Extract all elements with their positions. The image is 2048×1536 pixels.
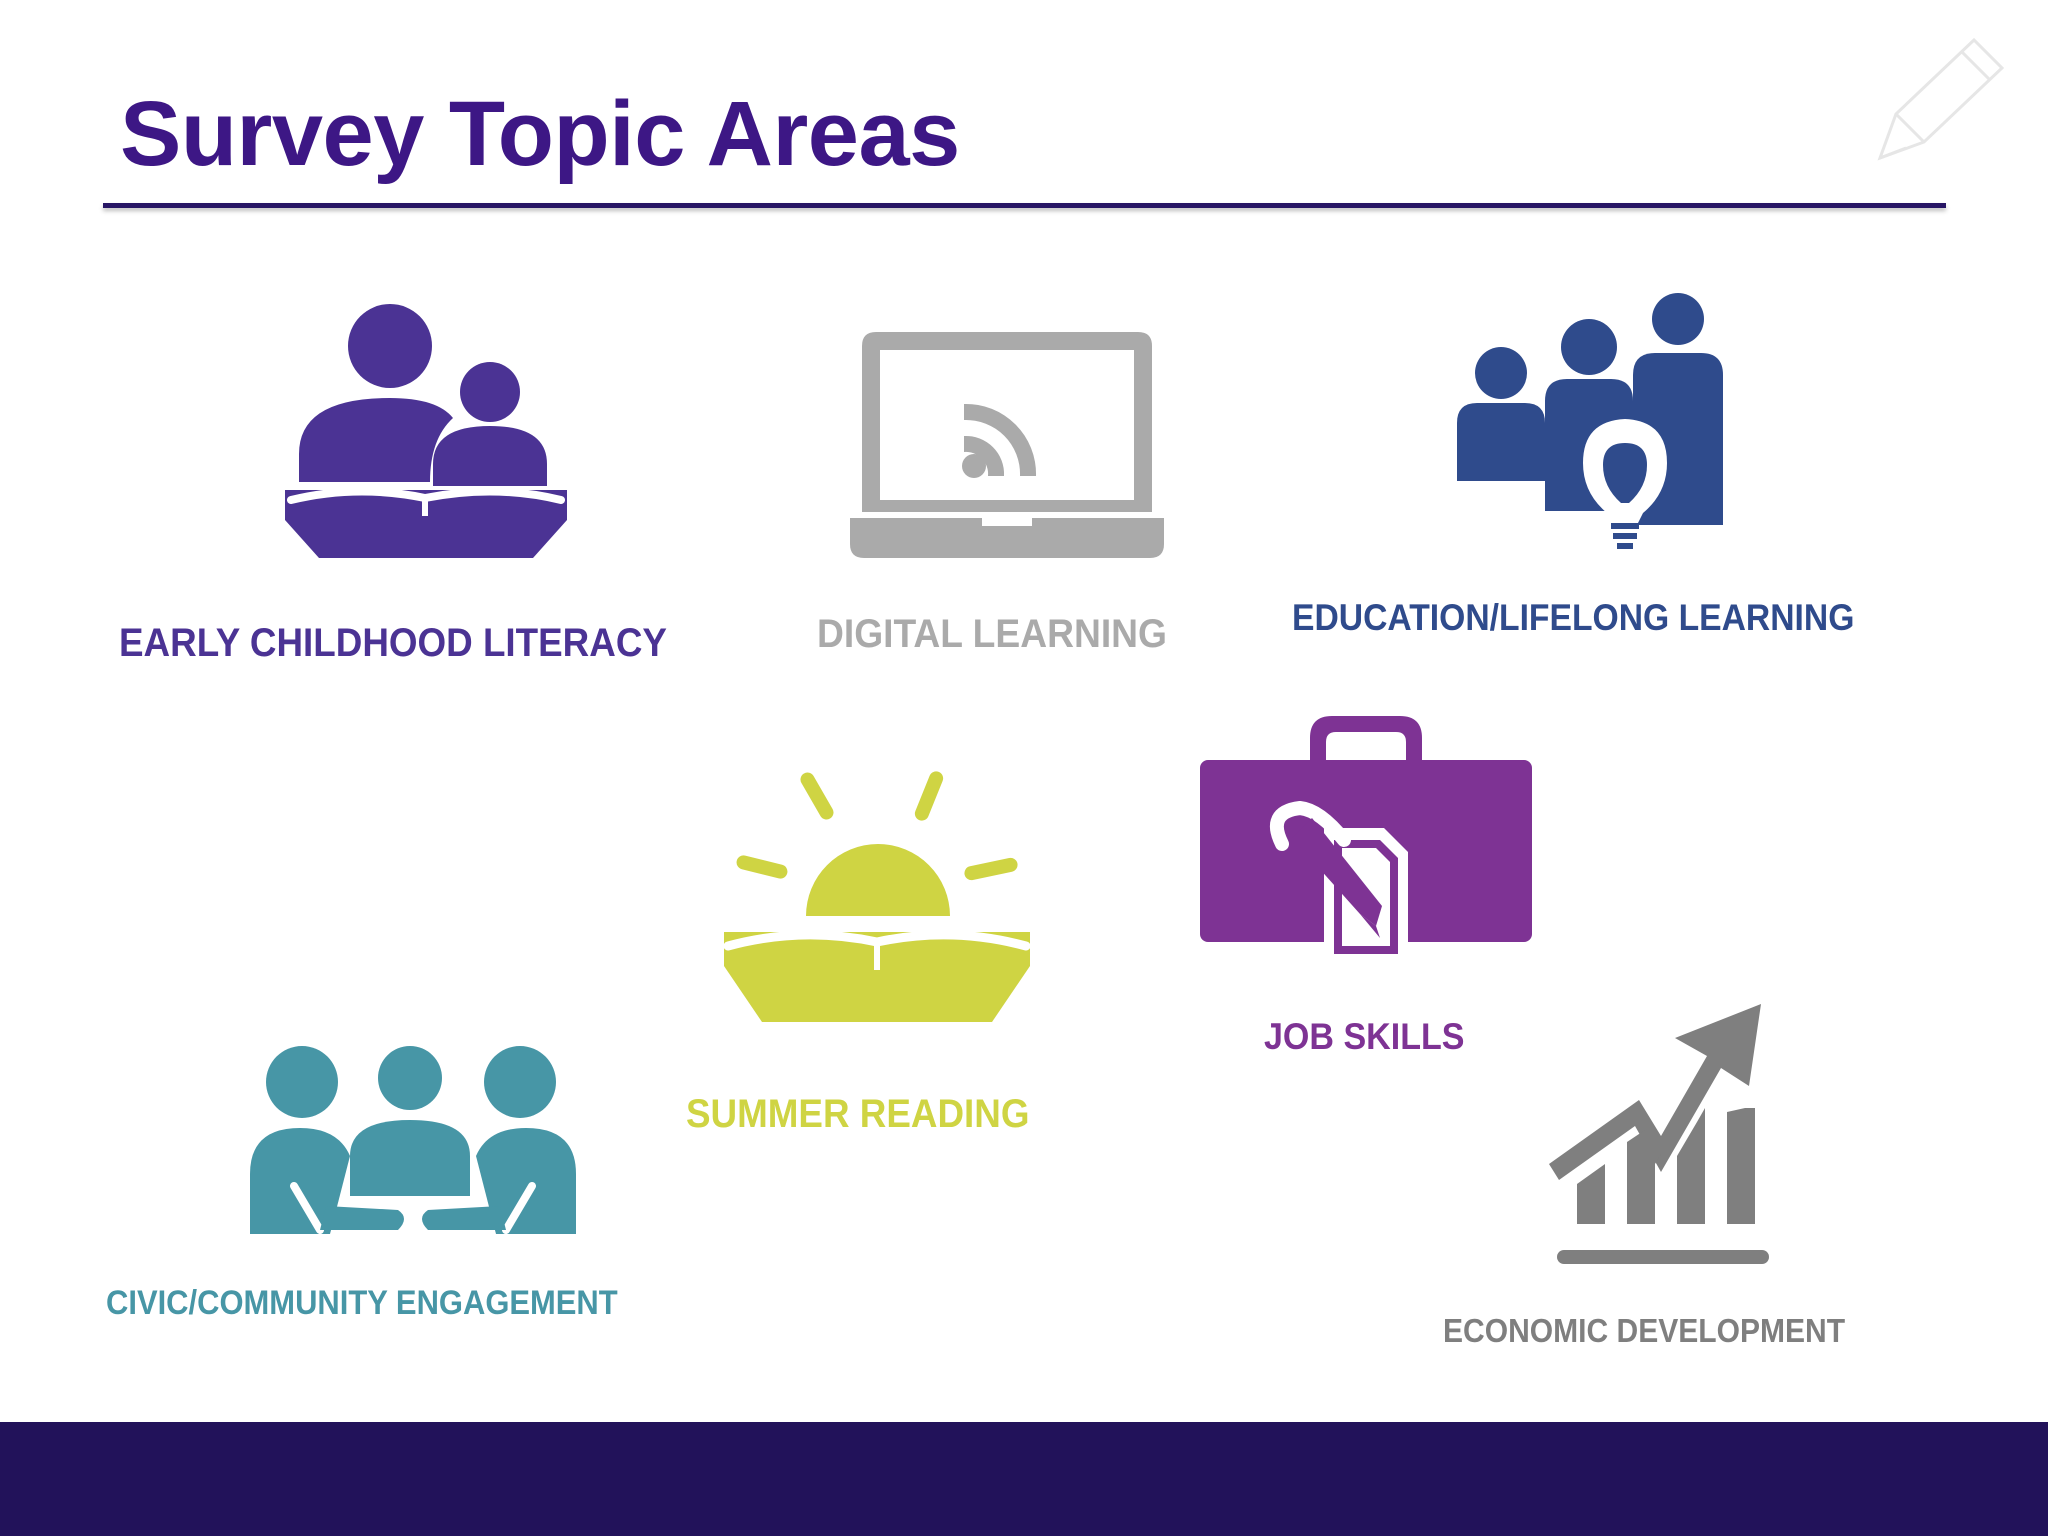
briefcase-document-icon [1200,716,1532,964]
footer-bar [0,1422,2048,1536]
topic-label-civic-community-engagement: CIVIC/COMMUNITY ENGAGEMENT [106,1284,618,1322]
topic-label-digital-learning: DIGITAL LEARNING [817,612,1167,656]
group-meeting-icon [250,1046,576,1234]
title-divider [103,203,1946,208]
topic-label-education-lifelong-learning: EDUCATION/LIFELONG LEARNING [1292,597,1855,638]
topic-label-job-skills: JOB SKILLS [1264,1016,1465,1057]
laptop-wifi-icon [850,332,1164,558]
people-lightbulb-icon [1457,293,1723,557]
growth-chart-icon [1549,1004,1769,1264]
topic-label-summer-reading: SUMMER READING [686,1092,1030,1136]
page-title: Survey Topic Areas [120,83,960,185]
topic-label-early-childhood-literacy: EARLY CHILDHOOD LITERACY [119,621,667,665]
sun-book-icon [724,771,1030,1022]
pencil-watermark-icon [1877,37,2005,161]
topic-label-economic-development: ECONOMIC DEVELOPMENT [1443,1312,1846,1349]
parent-child-reading-icon [285,304,567,558]
